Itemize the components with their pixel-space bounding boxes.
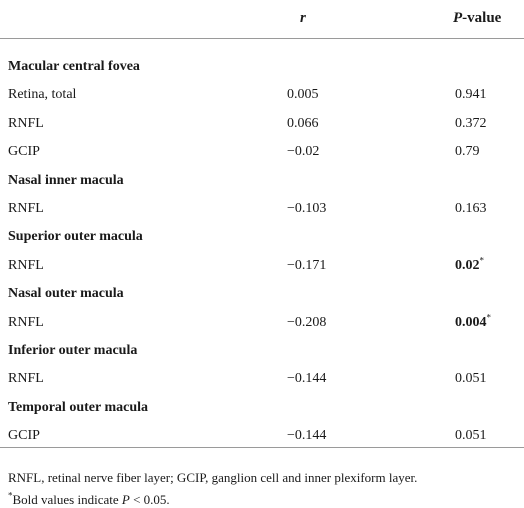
group-title: Macular central fovea <box>8 59 140 74</box>
r-value: 0.005 <box>287 87 319 103</box>
footnote-text: < 0.05. <box>129 492 170 507</box>
p-value: 0.941 <box>455 85 487 105</box>
row-label: RNFL <box>8 371 44 387</box>
p-value: 0.372 <box>455 114 487 134</box>
p-value-number: 0.02 <box>455 257 480 273</box>
p-value-note: * <box>486 311 492 322</box>
row-label: RNFL <box>8 201 44 216</box>
group-title: Nasal outer macula <box>8 286 124 302</box>
group-title: Superior outer macula <box>8 229 143 245</box>
table-bottom-rule <box>0 446 524 448</box>
row-label: RNFL <box>8 314 44 330</box>
r-value: −0.103 <box>287 201 327 216</box>
p-value-number: 0.372 <box>455 115 487 131</box>
p-value-number: 0.004 <box>455 314 487 330</box>
footnote: *Bold values indicate P < 0.05. <box>8 491 170 508</box>
r-value: −0.02 <box>287 144 320 160</box>
row-label: GCIP <box>8 428 40 444</box>
row-label: RNFL <box>8 257 44 273</box>
column-header: r <box>300 8 306 28</box>
column-header: P-value <box>453 8 501 28</box>
footnote-text: Bold values indicate <box>12 492 122 507</box>
r-value: −0.144 <box>287 428 327 444</box>
r-value: −0.144 <box>287 371 327 387</box>
row-label: Retina, total <box>8 87 77 103</box>
footnote-mark: * <box>8 490 13 501</box>
column-header-italic: r <box>300 10 306 26</box>
row-label: RNFL <box>8 115 44 131</box>
p-value: 0.79 <box>455 142 480 162</box>
p-value-number: 0.79 <box>455 144 480 160</box>
group-title: Nasal inner macula <box>8 172 124 188</box>
p-value: 0.004* <box>455 311 492 333</box>
row-label: GCIP <box>8 144 40 160</box>
group-title: Inferior outer macula <box>8 343 138 358</box>
p-value: 0.051 <box>455 426 487 446</box>
column-header-italic: P <box>453 10 463 26</box>
p-value: 0.02* <box>455 256 484 276</box>
group-title: Temporal outer macula <box>8 399 148 415</box>
p-value-number: 0.051 <box>455 371 487 387</box>
p-value-number: 0.051 <box>455 428 487 444</box>
column-header-text: -value <box>462 10 502 26</box>
r-value: −0.208 <box>287 314 327 330</box>
p-value: 0.051 <box>455 369 487 389</box>
p-value: 0.163 <box>455 199 487 219</box>
footnote-italic: P <box>121 492 130 507</box>
r-value: 0.066 <box>287 115 319 131</box>
p-value-number: 0.941 <box>455 87 487 103</box>
p-value-note: * <box>479 255 485 266</box>
footnote: RNFL, retinal nerve fiber layer; GCIP, g… <box>8 470 418 485</box>
r-value: −0.171 <box>287 257 327 273</box>
header-rule <box>0 38 524 39</box>
p-value-number: 0.163 <box>455 201 487 216</box>
